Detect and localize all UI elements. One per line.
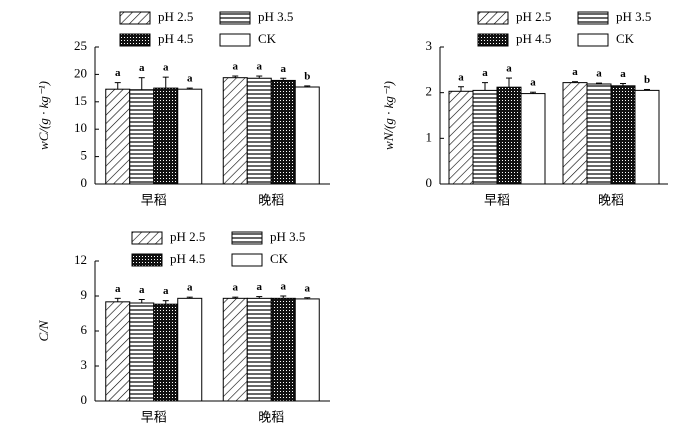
significance-letter: a: [620, 68, 626, 80]
bar: [520, 93, 546, 185]
bar: [105, 88, 131, 185]
y-axis-label: wN/(g · kg⁻¹): [381, 81, 396, 150]
x-tick-label: 早稻: [141, 411, 167, 426]
significance-letter: a: [163, 62, 169, 74]
bar: [246, 297, 272, 402]
y-tick-label: 3: [81, 357, 88, 372]
legend-swatch: [477, 11, 509, 25]
bar: [562, 82, 588, 185]
legend-swatch: [219, 33, 251, 47]
y-tick-label: 1: [426, 129, 433, 144]
bar: [153, 303, 179, 402]
bar: [222, 77, 248, 185]
x-tick-label: 早稻: [484, 194, 510, 209]
bar: [105, 301, 131, 402]
significance-letter: a: [530, 77, 536, 89]
y-tick-label: 25: [74, 38, 87, 53]
legend-label: pH 2.5: [170, 229, 205, 244]
x-tick-label: 晚稻: [258, 411, 284, 426]
legend-swatch: [219, 11, 251, 25]
significance-letter: a: [187, 282, 193, 294]
legend-label: pH 4.5: [158, 31, 193, 46]
significance-letter: a: [506, 63, 512, 75]
y-tick-label: 5: [81, 148, 88, 163]
significance-letter: b: [304, 70, 310, 82]
bar: [270, 297, 296, 402]
significance-letter: a: [482, 67, 488, 79]
y-axis-label: wC/(g · kg⁻¹): [36, 81, 51, 150]
legend-swatch: [119, 33, 151, 47]
significance-letter: a: [163, 285, 169, 297]
significance-letter: a: [115, 67, 121, 79]
significance-letter: a: [257, 281, 263, 293]
legend-swatch: [119, 11, 151, 25]
bar: [177, 88, 203, 185]
y-tick-label: 3: [426, 38, 433, 53]
bar: [153, 87, 179, 185]
bar: [610, 85, 636, 185]
legend-label: pH 4.5: [516, 31, 551, 46]
legend-label: pH 3.5: [258, 9, 293, 24]
significance-letter: a: [139, 62, 145, 74]
y-tick-label: 6: [81, 322, 88, 337]
y-tick-label: 20: [74, 65, 87, 80]
legend-swatch: [131, 253, 163, 267]
bar: [222, 297, 248, 402]
y-tick-label: 15: [74, 93, 87, 108]
legend-label: pH 2.5: [516, 9, 551, 24]
y-axis-label: C/N: [36, 319, 51, 341]
legend-label: CK: [258, 31, 277, 46]
bar: [472, 89, 498, 185]
legend-swatch: [131, 231, 163, 245]
significance-letter: a: [281, 63, 287, 75]
x-tick-label: 晚稻: [598, 194, 624, 209]
significance-letter: a: [257, 61, 263, 73]
y-tick-label: 2: [426, 84, 433, 99]
y-tick-label: 9: [81, 287, 88, 302]
legend-swatch: [231, 253, 263, 267]
bar: [294, 298, 320, 402]
legend-label: pH 4.5: [170, 251, 205, 266]
y-tick-label: 0: [426, 175, 433, 190]
bar: [129, 302, 155, 402]
significance-letter: a: [305, 282, 311, 294]
bar: [496, 86, 522, 185]
bar: [586, 83, 612, 185]
x-tick-label: 晚稻: [258, 194, 284, 209]
y-tick-label: 12: [74, 252, 87, 267]
legend-swatch: [577, 11, 609, 25]
significance-letter: a: [572, 66, 578, 78]
bar: [177, 297, 203, 402]
significance-letter: a: [115, 283, 121, 295]
legend-swatch: [231, 231, 263, 245]
significance-letter: a: [187, 73, 193, 85]
bar: [270, 79, 296, 185]
y-tick-label: 10: [74, 120, 87, 135]
x-tick-label: 早稻: [141, 194, 167, 209]
y-tick-label: 0: [81, 175, 88, 190]
bar: [294, 86, 320, 185]
significance-letter: a: [233, 282, 239, 294]
legend-label: pH 3.5: [616, 9, 651, 24]
bar: [246, 77, 272, 185]
legend-label: pH 3.5: [270, 229, 305, 244]
significance-letter: b: [644, 74, 650, 86]
legend-swatch: [577, 33, 609, 47]
y-tick-label: 0: [81, 392, 88, 407]
legend-label: CK: [616, 31, 635, 46]
significance-letter: a: [281, 281, 287, 293]
significance-letter: a: [139, 284, 145, 296]
bar: [129, 89, 155, 185]
legend-label: pH 2.5: [158, 9, 193, 24]
legend-swatch: [477, 33, 509, 47]
bar: [448, 90, 474, 185]
significance-letter: a: [233, 61, 239, 73]
bar: [634, 89, 660, 185]
significance-letter: a: [596, 68, 602, 80]
significance-letter: a: [458, 71, 464, 83]
legend-label: CK: [270, 251, 289, 266]
